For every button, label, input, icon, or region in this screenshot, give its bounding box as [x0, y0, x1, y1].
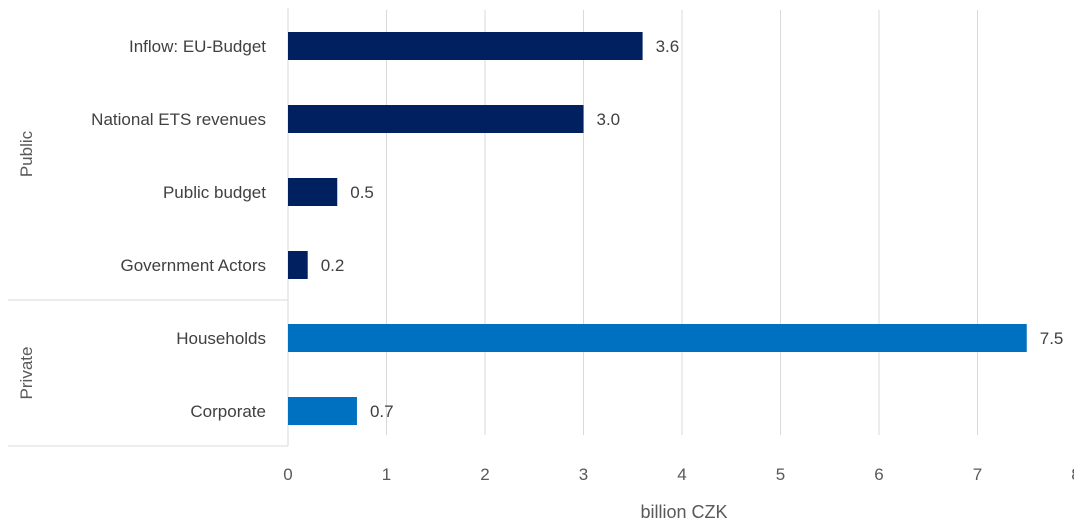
bars — [288, 32, 1027, 425]
bar — [288, 397, 357, 425]
group-label: Private — [17, 347, 36, 400]
category-label: Inflow: EU-Budget — [129, 37, 266, 56]
x-tick-label: 8 — [1071, 465, 1074, 484]
bar — [288, 32, 643, 60]
x-tick-label: 2 — [480, 465, 489, 484]
bar — [288, 251, 308, 279]
category-label: Corporate — [190, 402, 266, 421]
group-label: Public — [17, 130, 36, 177]
category-label: Households — [176, 329, 266, 348]
value-label: 0.2 — [321, 256, 345, 275]
bar — [288, 105, 584, 133]
x-axis-title: billion CZK — [640, 502, 727, 522]
x-tick-label: 1 — [382, 465, 391, 484]
value-label: 0.7 — [370, 402, 394, 421]
category-label: Government Actors — [120, 256, 266, 275]
category-label: Public budget — [163, 183, 266, 202]
value-label: 0.5 — [350, 183, 374, 202]
x-tick-label: 5 — [776, 465, 785, 484]
x-tick-label: 0 — [283, 465, 292, 484]
gridlines — [287, 10, 978, 435]
x-tick-label: 6 — [874, 465, 883, 484]
x-tick-label: 7 — [973, 465, 982, 484]
value-label: 7.5 — [1040, 329, 1064, 348]
value-label: 3.6 — [656, 37, 680, 56]
category-axis-frame — [8, 8, 289, 447]
bar — [288, 178, 338, 206]
labels: 0 1 2 3 4 5 6 7 8 Inflow: EU-Budget 3.6 National ET… — [17, 37, 1074, 484]
value-label: 3.0 — [597, 110, 621, 129]
x-tick-label: 3 — [579, 465, 588, 484]
bar — [288, 324, 1027, 352]
category-label: National ETS revenues — [91, 110, 266, 129]
x-tick-label: 4 — [677, 465, 686, 484]
